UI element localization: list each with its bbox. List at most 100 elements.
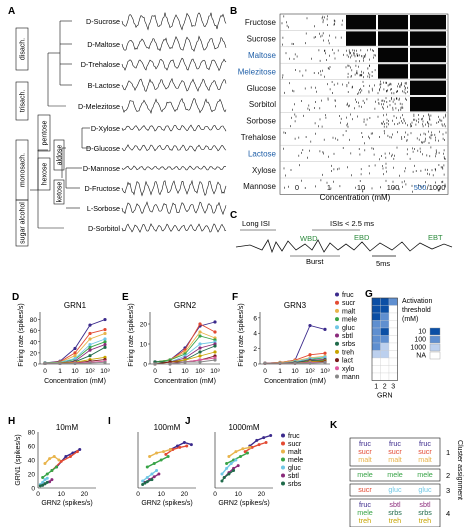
sugar-label: D-Melezitose xyxy=(78,102,120,111)
point-sucr xyxy=(198,322,202,326)
label-wbd: WBD xyxy=(300,234,318,243)
scatter-point-srbs xyxy=(150,478,154,482)
panel-letter: E xyxy=(122,292,129,303)
heat-cell xyxy=(388,350,398,359)
scatter-point-sbtl xyxy=(157,472,161,476)
legend-title-line: Activation xyxy=(402,298,432,305)
raster-spikes xyxy=(379,130,409,142)
scatter-point-mele xyxy=(55,465,59,469)
panel-b-letter: B xyxy=(230,6,237,17)
x-tick: 10² xyxy=(195,368,205,375)
raster-row-label: Xylose xyxy=(252,166,277,175)
scatter-path-gluc xyxy=(221,459,237,475)
scatter-point-malt xyxy=(168,448,172,451)
y-tick: 80 xyxy=(30,317,38,324)
point-fruc xyxy=(73,346,77,351)
x-tick: 0 xyxy=(153,368,157,375)
legend-label-mele: mele xyxy=(342,317,357,324)
raster-spikes xyxy=(290,113,304,128)
scatter-point-gluc xyxy=(43,478,47,482)
voltage-trace xyxy=(121,165,226,171)
heat-cell xyxy=(388,312,398,321)
scatter-path-malt xyxy=(228,446,250,458)
scatter-point-malt xyxy=(148,455,152,458)
y-tick: 20 xyxy=(28,472,36,479)
raster-row-label: Sucrose xyxy=(247,35,277,44)
label-burst: Burst xyxy=(306,257,324,266)
scatter-point-srbs xyxy=(141,483,145,486)
raster-spikes xyxy=(346,80,375,95)
scatter-point-srbs xyxy=(232,469,236,472)
scatter-point-sucr xyxy=(257,443,261,447)
raster-block xyxy=(378,15,408,30)
point-gluc xyxy=(103,337,107,341)
scatter-path-fruc xyxy=(170,441,192,451)
panel-title: GRN3 xyxy=(284,301,307,310)
raster-block xyxy=(410,15,446,30)
raster-tick: 500 xyxy=(414,183,427,192)
legend-label-lact: lact xyxy=(342,358,353,365)
cluster-entry-sbtl: sbtl xyxy=(389,500,401,509)
y-label: Firing rate (spikes/s) xyxy=(238,303,245,366)
legend-marker-gluc xyxy=(335,325,339,330)
scatter-point-sucr xyxy=(264,441,268,444)
scatter-point-malt xyxy=(43,462,47,465)
raster-spikes xyxy=(285,52,312,60)
legend-label-srbs: srbs xyxy=(288,481,302,488)
scatter-point-srbs xyxy=(38,484,42,488)
y-tick: 80 xyxy=(28,430,36,437)
raster-spikes xyxy=(346,113,371,128)
point-mann xyxy=(153,362,157,366)
raster-row-label: Glucose xyxy=(247,84,277,93)
heat-cell xyxy=(380,327,390,336)
cluster-entry-treh: treh xyxy=(389,516,401,525)
legend-marker-malt xyxy=(335,308,339,313)
heat-cell xyxy=(371,335,381,344)
legend-label-sbtl: sbtl xyxy=(288,473,299,480)
heat-frame xyxy=(371,297,398,381)
point-fruc xyxy=(213,320,217,324)
raster-block xyxy=(410,64,446,79)
heat-cell xyxy=(380,357,390,366)
legend-marker-sucr xyxy=(281,441,285,446)
y-tick: 6 xyxy=(253,315,257,322)
x-tick: 10 xyxy=(58,491,66,498)
legend-marker-sbtl xyxy=(335,333,339,338)
x-label: GRN2 (spikes/s) xyxy=(41,500,92,507)
y-tick: 60 xyxy=(28,444,36,451)
x-tick: 10³ xyxy=(210,368,220,375)
heat-cell xyxy=(380,335,390,344)
cluster-entry-malt: malt xyxy=(358,455,372,464)
raster-spikes xyxy=(292,100,310,111)
raster-spikes xyxy=(411,180,446,193)
scatter-point-mele xyxy=(239,455,243,458)
point-mele xyxy=(88,345,92,349)
scatter-point-malt xyxy=(52,455,56,458)
cluster-entry-sucr: sucr xyxy=(418,447,432,456)
scatter-point-malt xyxy=(57,458,61,462)
scatter-point-fruc xyxy=(269,434,273,437)
panel-b-raster: Fructose Sucrose Maltose Melezitose Glucose S… xyxy=(238,13,449,195)
point-sucr xyxy=(323,351,327,355)
raster-row-label: Lactose xyxy=(248,149,277,158)
y-tick: 0 xyxy=(31,486,35,493)
cluster-row-box xyxy=(349,498,441,527)
raster-spikes xyxy=(282,32,307,46)
legend-label-mele: mele xyxy=(288,457,303,464)
raster-spikes xyxy=(409,146,446,160)
heat-cell xyxy=(388,357,398,366)
raster-spikes xyxy=(315,81,343,94)
sugar-label: D-Mannose xyxy=(83,164,120,173)
x-tick: 10³ xyxy=(320,368,330,375)
scatter-point-sucr xyxy=(59,459,63,463)
scatter-point-gluc xyxy=(41,480,45,484)
point-malt xyxy=(103,331,107,336)
scatter-point-mele xyxy=(145,465,149,469)
group-box xyxy=(15,27,29,71)
raster-spikes xyxy=(314,114,342,128)
legend-label-sucr: sucr xyxy=(288,441,302,448)
x-tick: 20 xyxy=(81,491,89,498)
cluster-row-box xyxy=(349,437,441,467)
y-label: Firing rate (spikes/s) xyxy=(18,303,25,366)
